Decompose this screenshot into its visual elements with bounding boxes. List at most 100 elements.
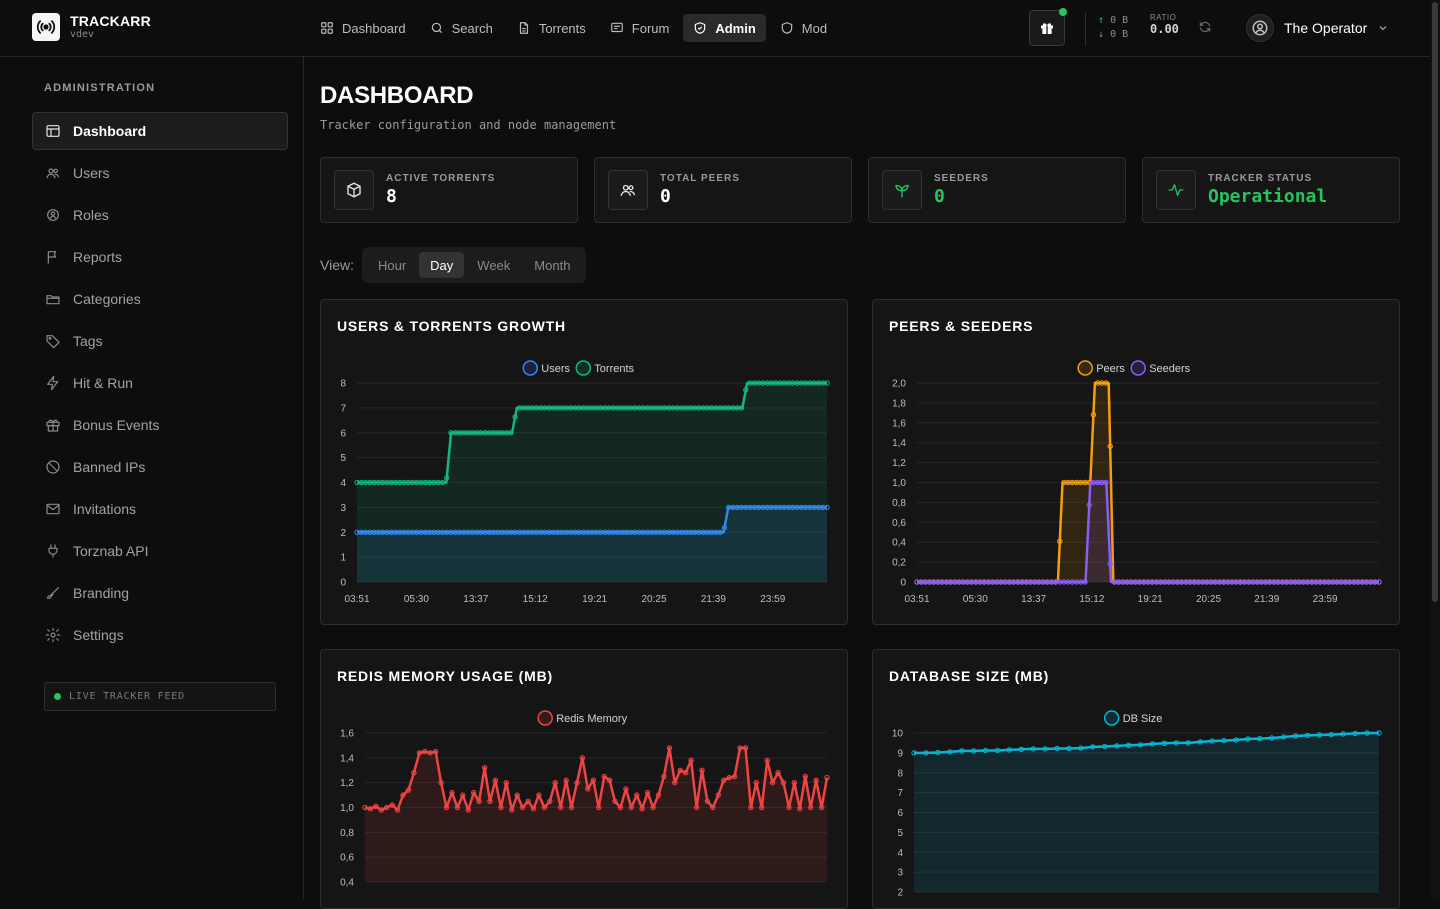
data-point[interactable]: [394, 807, 401, 813]
data-point[interactable]: [471, 789, 477, 796]
sidebar-item-invitations[interactable]: Invitations: [32, 490, 288, 528]
data-point[interactable]: [742, 745, 749, 751]
data-point[interactable]: [563, 777, 569, 783]
data-point[interactable]: [476, 798, 482, 805]
data-point[interactable]: [808, 804, 814, 811]
series-line[interactable]: [917, 481, 1379, 584]
data-point[interactable]: [704, 798, 711, 805]
data-point[interactable]: [1221, 737, 1227, 744]
data-point[interactable]: [1018, 746, 1024, 753]
sidebar-item-hit-run[interactable]: Hit & Run: [32, 364, 288, 402]
data-point[interactable]: [693, 804, 700, 811]
data-point[interactable]: [911, 750, 917, 756]
data-point[interactable]: [1376, 730, 1382, 736]
view-tab-week[interactable]: Week: [477, 257, 511, 273]
data-point[interactable]: [970, 748, 977, 754]
sidebar-item-roles[interactable]: Roles: [32, 196, 288, 234]
data-point[interactable]: [601, 773, 607, 780]
sidebar-item-settings[interactable]: Settings: [32, 616, 288, 654]
data-point[interactable]: [1054, 745, 1060, 752]
data-point[interactable]: [508, 430, 514, 436]
data-point[interactable]: [759, 804, 765, 811]
brand[interactable]: TRACKARR vdev: [32, 13, 151, 41]
data-point[interactable]: [433, 748, 439, 755]
sidebar-item-tags[interactable]: Tags: [32, 322, 288, 360]
scrollbar-thumb[interactable]: [1432, 2, 1438, 602]
data-point[interactable]: [628, 804, 634, 811]
data-point[interactable]: [1137, 742, 1144, 748]
data-point[interactable]: [710, 804, 716, 811]
legend-label[interactable]: Redis Memory: [556, 713, 627, 725]
data-point[interactable]: [780, 780, 787, 786]
data-point[interactable]: [514, 792, 520, 798]
nav-admin[interactable]: Admin: [683, 14, 766, 42]
data-point[interactable]: [439, 479, 446, 486]
data-point[interactable]: [1125, 742, 1132, 749]
data-point[interactable]: [541, 804, 548, 811]
refresh-icon[interactable]: [1198, 20, 1212, 39]
sidebar-item-banned-ips[interactable]: Banned IPs: [32, 448, 288, 486]
legend-label[interactable]: Peers: [1096, 363, 1125, 375]
user-menu[interactable]: The Operator: [1246, 14, 1389, 42]
data-point[interactable]: [449, 789, 455, 796]
data-point[interactable]: [775, 770, 781, 776]
data-point[interactable]: [1269, 735, 1275, 741]
data-point[interactable]: [655, 792, 662, 798]
data-point[interactable]: [1340, 731, 1346, 737]
data-point[interactable]: [935, 749, 941, 756]
data-point[interactable]: [536, 792, 542, 798]
legend-swatch[interactable]: [1077, 360, 1093, 376]
data-point[interactable]: [422, 748, 428, 755]
data-point[interactable]: [623, 786, 629, 792]
data-point[interactable]: [1042, 746, 1048, 752]
data-point[interactable]: [769, 780, 776, 786]
data-point[interactable]: [797, 806, 803, 812]
data-point[interactable]: [492, 777, 499, 783]
sidebar-item-dashboard[interactable]: Dashboard: [32, 112, 288, 150]
data-point[interactable]: [824, 775, 830, 781]
data-point[interactable]: [547, 798, 553, 805]
data-point[interactable]: [1257, 735, 1263, 742]
data-point[interactable]: [1304, 732, 1311, 739]
data-point[interactable]: [525, 798, 531, 805]
data-point[interactable]: [982, 747, 989, 754]
nav-search[interactable]: Search: [420, 14, 503, 42]
series-line[interactable]: [917, 381, 1379, 584]
data-point[interactable]: [721, 525, 728, 531]
data-point[interactable]: [1102, 743, 1108, 750]
data-point[interactable]: [438, 780, 444, 786]
data-point[interactable]: [606, 777, 613, 783]
nav-forum[interactable]: Forum: [600, 14, 680, 42]
data-point[interactable]: [481, 765, 488, 771]
data-point[interactable]: [574, 780, 580, 786]
data-point[interactable]: [1161, 740, 1168, 747]
data-point[interactable]: [731, 773, 738, 780]
data-point[interactable]: [753, 780, 759, 786]
data-point[interactable]: [1107, 443, 1113, 450]
legend-label[interactable]: Torrents: [594, 363, 634, 375]
legend-swatch[interactable]: [1130, 360, 1146, 376]
data-point[interactable]: [579, 755, 586, 761]
data-point[interactable]: [715, 792, 721, 798]
data-point[interactable]: [994, 747, 1001, 754]
data-point[interactable]: [367, 806, 374, 812]
legend-label[interactable]: Users: [541, 363, 570, 375]
data-point[interactable]: [416, 750, 423, 756]
page-scrollbar[interactable]: [1430, 0, 1440, 900]
sidebar-item-categories[interactable]: Categories: [32, 280, 288, 318]
data-point[interactable]: [666, 745, 673, 751]
data-point[interactable]: [378, 807, 384, 813]
data-point[interactable]: [1030, 746, 1036, 752]
data-point[interactable]: [1364, 730, 1370, 736]
data-point[interactable]: [1209, 738, 1215, 744]
data-point[interactable]: [743, 387, 749, 393]
data-point[interactable]: [400, 792, 406, 798]
sidebar-item-bonus-events[interactable]: Bonus Events: [32, 406, 288, 444]
legend-swatch[interactable]: [1103, 710, 1120, 726]
data-point[interactable]: [460, 792, 466, 798]
data-point[interactable]: [699, 767, 705, 774]
data-point[interactable]: [558, 804, 564, 811]
legend-swatch[interactable]: [522, 360, 539, 376]
data-point[interactable]: [824, 380, 830, 386]
data-point[interactable]: [661, 773, 667, 780]
